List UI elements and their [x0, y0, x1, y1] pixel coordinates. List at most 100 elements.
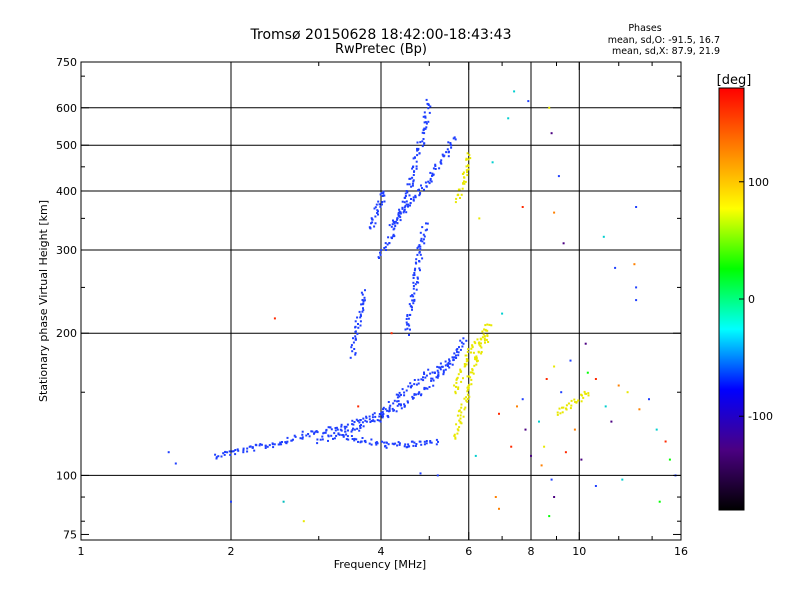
trace-point — [447, 365, 449, 367]
trace-point — [429, 372, 432, 375]
trace-point — [416, 281, 418, 284]
trace-point — [354, 335, 357, 338]
trace-point — [574, 401, 577, 403]
x-tick-label: 16 — [674, 545, 688, 558]
trace-point — [457, 354, 460, 357]
trace-point — [411, 167, 414, 170]
trace-point — [387, 401, 390, 403]
trace-point — [448, 366, 451, 369]
trace-point — [422, 379, 425, 382]
trace-point — [388, 242, 391, 245]
trace-point — [483, 337, 486, 340]
trace-point — [355, 418, 358, 421]
trace-point — [392, 443, 395, 446]
trace-point — [357, 440, 359, 443]
trace-point — [456, 350, 458, 353]
trace-point — [387, 236, 390, 239]
trace-point — [415, 443, 418, 445]
trace-point — [475, 357, 478, 360]
trace-point — [397, 213, 400, 216]
trace-point — [268, 444, 271, 447]
trace-point — [234, 449, 237, 451]
colorbar-ticks: 100 0 -100 — [739, 176, 773, 423]
trace-point — [425, 442, 428, 445]
trace-point — [466, 400, 469, 403]
trace-point — [264, 447, 267, 449]
trace-point — [383, 194, 386, 197]
scatter-point — [594, 485, 597, 487]
trace-point — [411, 176, 414, 179]
trace-point — [413, 441, 416, 444]
trace-point — [471, 346, 474, 349]
trace-point — [278, 443, 281, 446]
trace-point — [391, 442, 394, 445]
trace-point — [384, 408, 387, 411]
trace-point — [420, 378, 423, 381]
trace-point — [378, 419, 381, 422]
trace-point — [272, 446, 275, 449]
trace-point — [368, 415, 371, 418]
trace-point — [423, 373, 426, 375]
trace-point — [365, 416, 368, 419]
trace-point — [448, 150, 450, 153]
trace-point — [469, 371, 472, 374]
trace-point — [428, 182, 431, 185]
trace-point — [446, 148, 449, 151]
trace-point — [354, 330, 357, 333]
trace-point — [473, 364, 476, 367]
scatter-point — [230, 500, 232, 503]
trace-point — [359, 316, 362, 319]
trace-point — [362, 307, 364, 310]
trace-point — [421, 257, 424, 260]
trace-point — [456, 414, 459, 417]
trace-point — [458, 419, 461, 422]
trace-point — [361, 437, 364, 439]
trace-point — [369, 227, 372, 230]
trace-point — [430, 379, 433, 382]
trace-point — [260, 443, 263, 446]
trace-point — [429, 440, 432, 442]
trace-point — [409, 295, 412, 298]
scatter-point — [635, 286, 638, 289]
scatter-point — [602, 235, 605, 238]
trace-point — [432, 379, 435, 382]
trace-point — [410, 385, 413, 388]
trace-point — [407, 317, 410, 320]
trace-point — [391, 237, 393, 240]
trace-point — [423, 440, 426, 443]
trace-point — [399, 216, 402, 219]
trace-point — [405, 200, 408, 203]
trace-point — [465, 165, 468, 168]
trace-point — [360, 291, 363, 294]
trace-point — [418, 244, 421, 247]
trace-point — [432, 384, 435, 387]
scatter-point — [564, 451, 567, 454]
trace-point — [426, 387, 429, 390]
trace-point — [487, 341, 490, 343]
trace-point — [396, 217, 399, 220]
trace-point — [418, 152, 421, 155]
trace-point — [379, 193, 382, 196]
trace-point — [462, 415, 465, 418]
trace-point — [462, 337, 465, 340]
trace-point — [412, 274, 415, 277]
trace-point — [351, 438, 354, 440]
trace-point — [359, 320, 362, 323]
trace-point — [457, 388, 460, 390]
trace-point — [374, 415, 377, 418]
trace-point — [378, 415, 381, 418]
trace-point — [457, 373, 460, 376]
trace-point — [470, 347, 473, 350]
trace-point — [422, 138, 425, 140]
trace-point — [416, 149, 419, 152]
trace-point — [419, 440, 422, 443]
trace-point — [425, 387, 428, 390]
trace-point — [458, 426, 461, 429]
trace-point — [330, 434, 333, 437]
trace-point — [417, 393, 420, 396]
trace-point — [455, 357, 458, 359]
trace-point — [424, 127, 427, 130]
trace-point — [362, 425, 365, 428]
trace-point — [438, 167, 441, 170]
trace-point — [427, 180, 430, 183]
